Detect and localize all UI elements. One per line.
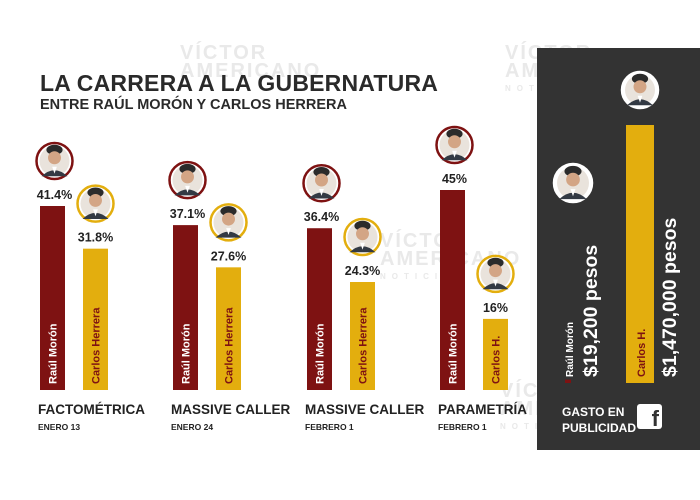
data-label-herrera: 31.8% [78,231,113,245]
category-date-label: ENERO 24 [171,422,213,432]
spend-category-moron: Raúl Morón [565,322,576,377]
data-label-herrera: 16% [483,301,508,315]
bar-herrera-label: Carlos Herrera [91,307,103,384]
bar-herrera [83,248,108,390]
category-pollster-label: FACTOMÉTRICA [38,402,145,417]
spend-label: GASTO EN PUBLICIDAD [562,404,636,436]
category-date-label: FEBRERO 1 [305,422,354,432]
moron-photo-icon [35,141,74,181]
bar-herrera-label: Carlos H. [491,336,503,384]
herrera-photo-icon [209,203,248,242]
data-label-moron: 37.1% [170,207,205,221]
watermark: VÍCTOR AMERICANO [180,42,322,82]
data-label-herrera: 27.6% [211,249,246,263]
category-pollster-label: PARAMETRÍA [438,402,527,417]
category-pollster-label: MASSIVE CALLER [171,402,291,417]
data-label-moron: 41.4% [37,188,72,202]
bar-moron-label: Raúl Morón [48,323,60,384]
watermark-line: AMERICANO [180,60,322,82]
data-label-moron: 45% [442,172,467,186]
chart-subtitle: ENTRE RAÚL MORÓN Y CARLOS HERRERA [40,97,347,113]
bar-herrera-label: Carlos Herrera [224,307,236,384]
spend-bar-moron [565,379,571,383]
spend-value-moron: $19,200 pesos [580,245,602,377]
herrera-photo-icon [343,217,382,257]
bar-herrera [350,282,375,390]
spend-category-herrera: Carlos H. [636,329,648,377]
bar-herrera-label: Carlos Herrera [358,307,370,384]
spend-value-herrera: $1,470,000 pesos [659,217,681,377]
bar-herrera [483,318,508,390]
herrera-photo-icon [620,70,660,110]
spend-label-line1: GASTO EN [562,405,625,419]
category-date-label: FEBRERO 1 [438,422,487,432]
herrera-photo-icon [76,184,115,223]
facebook-icon[interactable]: f [637,404,662,429]
moron-photo-icon [302,163,341,203]
category-pollster-label: MASSIVE CALLER [305,402,425,417]
bar-moron [173,225,198,390]
herrera-photo-icon [476,254,515,294]
watermark-line: NOTICIAS [380,272,467,281]
spend-bar-herrera [626,125,654,383]
bar-moron [40,206,65,390]
bar-herrera [216,267,241,390]
bar-moron-label: Raúl Morón [181,323,193,384]
watermark-line: VÍCTOR [180,42,268,64]
bar-moron-label: Raúl Morón [448,323,460,384]
bar-moron [440,190,465,390]
data-label-herrera: 24.3% [345,264,380,278]
bar-moron [307,228,332,390]
moron-photo-icon [435,125,474,165]
bar-moron-label: Raúl Morón [315,323,327,384]
moron-photo-icon [552,162,594,204]
category-date-label: ENERO 13 [38,422,80,432]
spend-label-line2: PUBLICIDAD [562,421,636,435]
moron-photo-icon [168,160,207,200]
ad-spending-panel [537,48,700,450]
chart-title: LA CARRERA A LA GUBERNATURA [40,70,439,96]
data-label-moron: 36.4% [304,210,339,224]
